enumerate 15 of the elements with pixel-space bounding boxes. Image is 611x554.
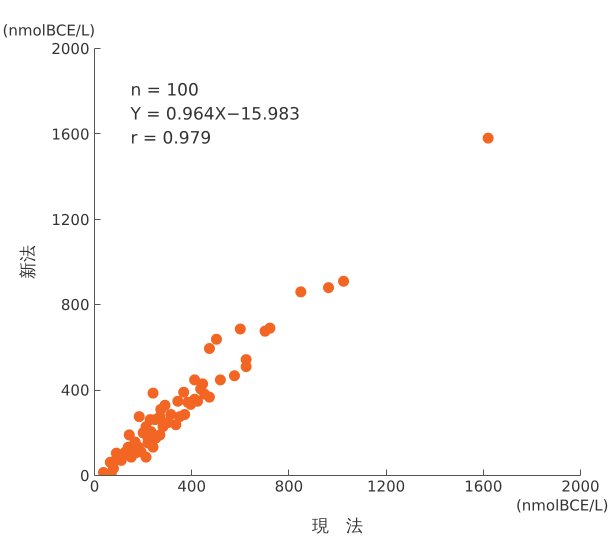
- x-tick-label: 1600: [464, 478, 502, 496]
- y-tick-label: 800: [60, 296, 90, 314]
- y-tick-label: 1200: [51, 210, 90, 229]
- x-tick-label: 400: [177, 478, 206, 496]
- x-tick-label: 2000: [561, 478, 600, 496]
- text: (nmolBCE/L): [2, 22, 96, 40]
- y-tick-label: 1600: [51, 125, 90, 144]
- y-tick-label: 2000: [51, 40, 90, 58]
- x-tick-label: 800: [274, 478, 304, 496]
- y-axis-title: 新法: [18, 245, 38, 279]
- x-tick-label: 1200: [367, 478, 406, 496]
- y-tick-label: 400: [60, 382, 90, 400]
- annotation: n = 100 Y = 0.964X−15.983 r = 0.979: [130, 80, 300, 149]
- x-axis-title: 現 法: [312, 516, 363, 536]
- text: (nmolBCE/L): [516, 496, 609, 514]
